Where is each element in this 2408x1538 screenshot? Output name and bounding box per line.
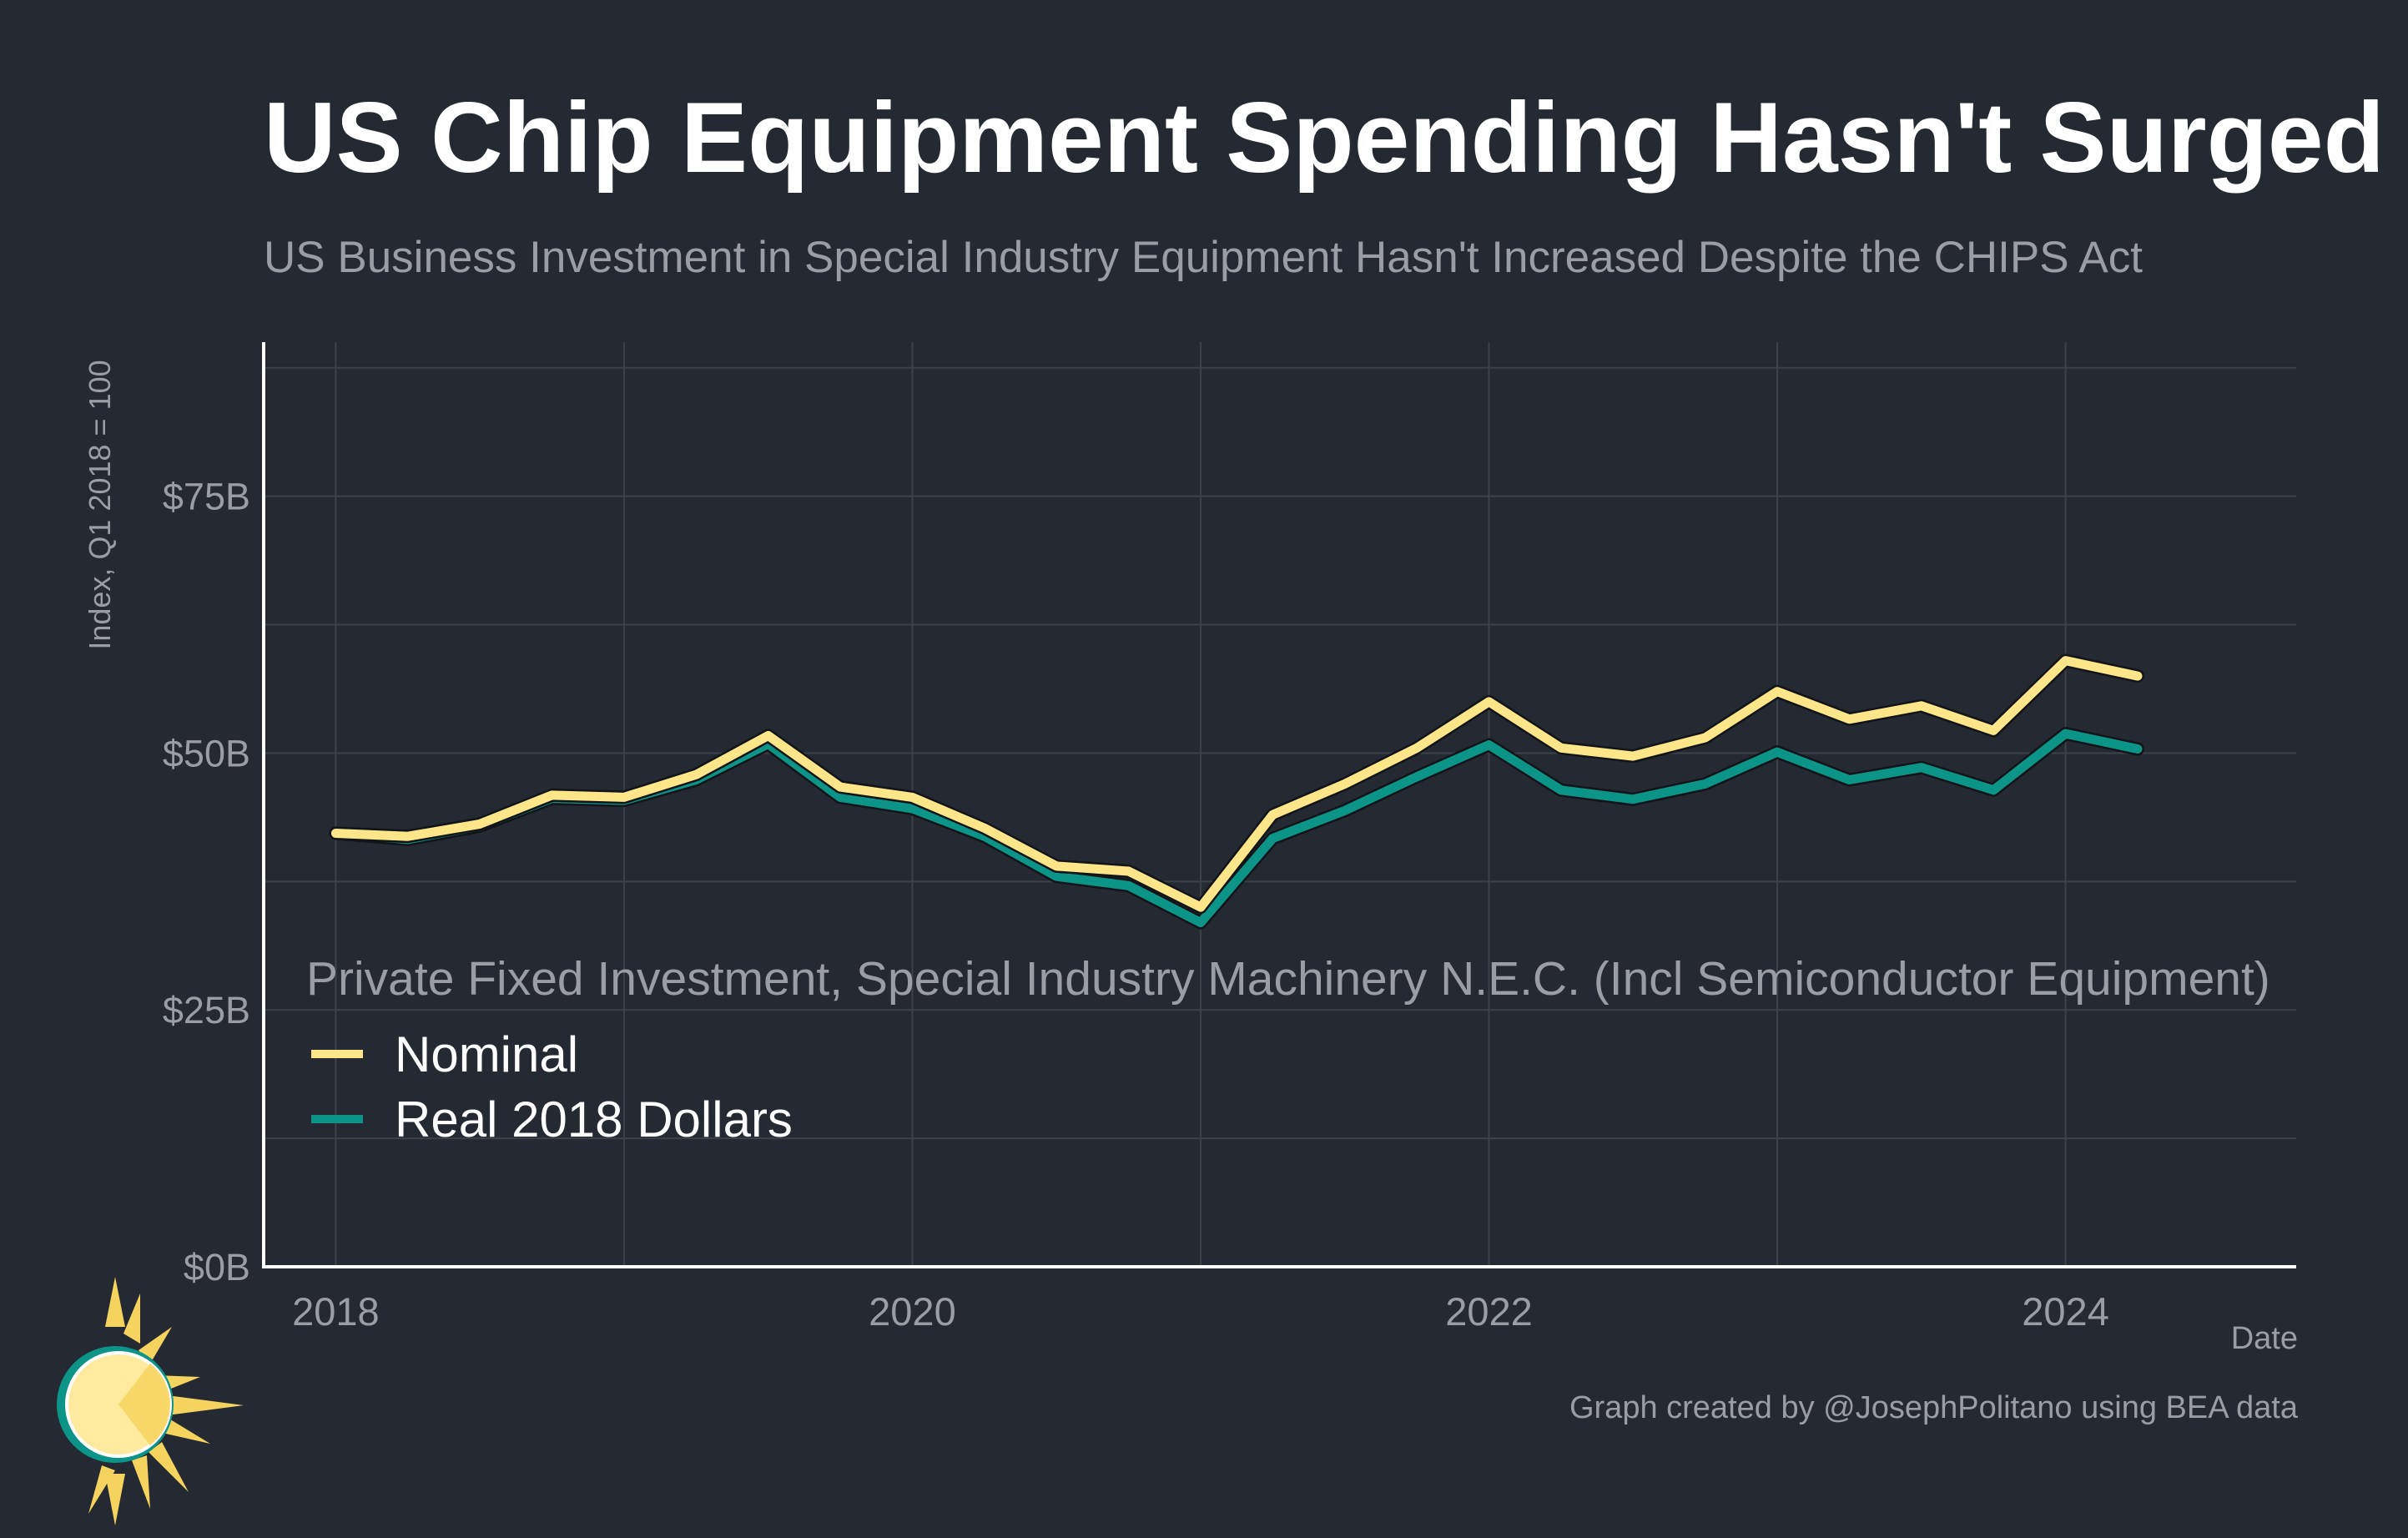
legend: Private Fixed Investment, Special Indust…: [306, 956, 2270, 1152]
x-axis-title: Date: [2230, 1321, 2298, 1356]
sun-icon: [57, 1277, 244, 1525]
legend-swatch-real: [311, 1115, 363, 1123]
legend-item-nominal: Nominal: [311, 1021, 2270, 1087]
legend-label-nominal: Nominal: [395, 1026, 579, 1082]
x-tick-label: 2024: [2022, 1289, 2109, 1334]
legend-swatch-nominal: [311, 1050, 363, 1058]
y-tick-label: $0B: [184, 1246, 250, 1288]
x-tick-label: 2020: [869, 1289, 956, 1334]
series-line-outline: [329, 653, 2144, 915]
y-tick-label: $25B: [163, 989, 250, 1031]
source-caption: Graph created by @JosephPolitano using B…: [1569, 1390, 2298, 1425]
y-tick-label: $50B: [163, 732, 250, 774]
x-tick-label: 2018: [292, 1289, 380, 1334]
legend-label-real: Real 2018 Dollars: [395, 1091, 793, 1147]
y-tick-label: $75B: [163, 476, 250, 518]
series-line-nominal: [330, 656, 2143, 912]
chart-title: US Chip Equipment Spending Hasn't Surged: [264, 82, 2385, 194]
x-tick-label: 2022: [1445, 1289, 1533, 1334]
chart-subtitle: US Business Investment in Special Indust…: [264, 233, 2143, 282]
series-line-real: [330, 729, 2143, 928]
series-line-outline: [329, 727, 2144, 930]
legend-item-real: Real 2018 Dollars: [311, 1087, 2270, 1152]
legend-title: Private Fixed Investment, Special Indust…: [306, 952, 2270, 1006]
